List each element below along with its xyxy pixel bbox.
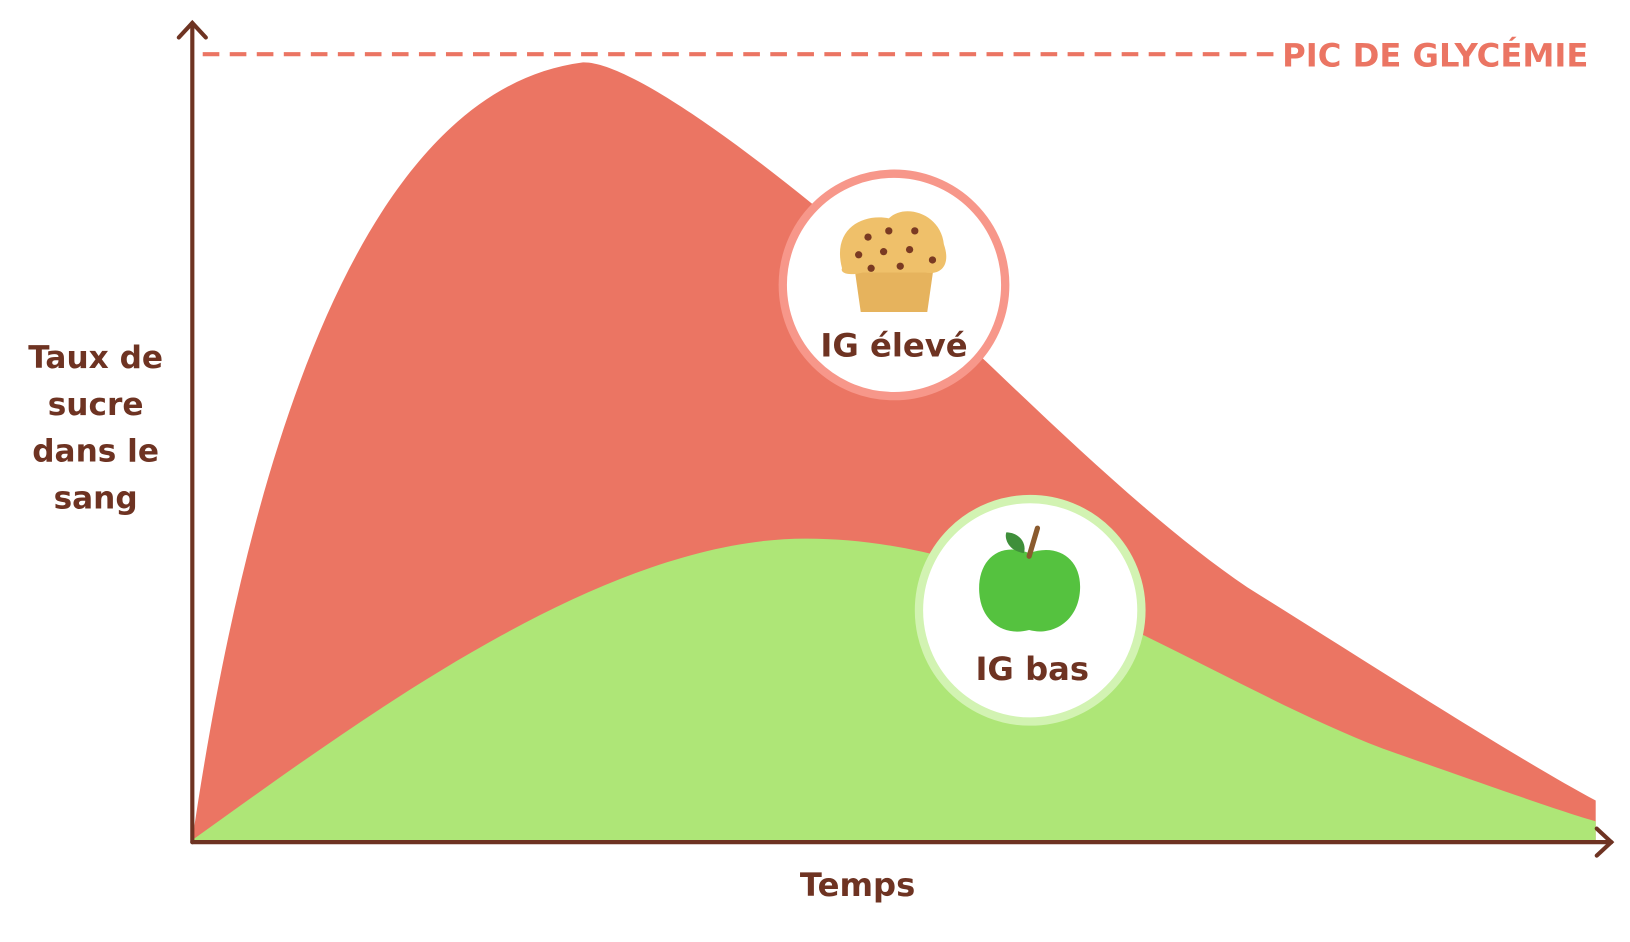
y-axis-label-line: sucre: [48, 387, 144, 423]
y-axis-label-line: sang: [54, 480, 138, 516]
low-gi-area: [192, 538, 1596, 841]
badge-label: IG élevé: [820, 327, 967, 365]
peak-label: PIC DE GLYCÉMIE: [1282, 37, 1588, 75]
y-axis-label-line: Taux de: [28, 340, 163, 376]
badge-label: IG bas: [975, 650, 1089, 688]
axes: [176, 19, 1615, 858]
badge-high: IG élevé: [778, 169, 1010, 401]
badge-low: IG bas: [914, 494, 1146, 726]
y-axis-label-line: dans le: [32, 434, 159, 470]
x-axis-label: Temps: [800, 866, 915, 904]
y-axis-label: Taux de sucre dans le sang: [28, 340, 163, 516]
